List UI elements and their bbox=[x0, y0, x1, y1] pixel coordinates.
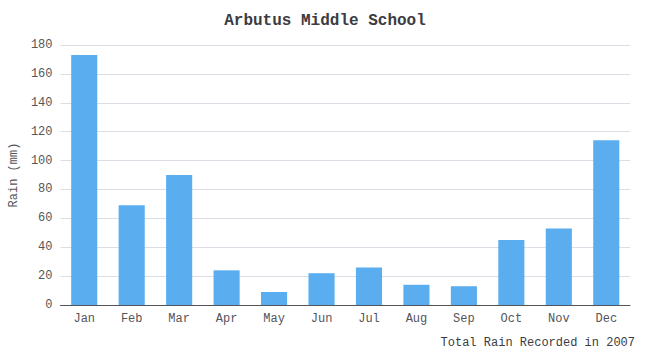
svg-text:Feb: Feb bbox=[121, 312, 143, 326]
svg-text:Arbutus Middle School: Arbutus Middle School bbox=[224, 12, 426, 30]
svg-text:Rain (mm): Rain (mm) bbox=[7, 143, 21, 208]
svg-text:Nov: Nov bbox=[548, 312, 570, 326]
svg-text:180: 180 bbox=[31, 38, 53, 52]
svg-text:20: 20 bbox=[38, 269, 52, 283]
svg-text:120: 120 bbox=[31, 125, 53, 139]
svg-text:Dec: Dec bbox=[595, 312, 617, 326]
svg-text:Oct: Oct bbox=[501, 312, 523, 326]
svg-text:40: 40 bbox=[38, 240, 52, 254]
svg-text:60: 60 bbox=[38, 211, 52, 225]
svg-text:80: 80 bbox=[38, 182, 52, 196]
svg-text:Jan: Jan bbox=[73, 312, 95, 326]
svg-text:100: 100 bbox=[31, 154, 53, 168]
svg-text:Apr: Apr bbox=[216, 312, 238, 326]
svg-text:Aug: Aug bbox=[406, 312, 428, 326]
svg-text:Sep: Sep bbox=[453, 312, 475, 326]
svg-text:0: 0 bbox=[45, 298, 52, 312]
svg-text:Jul: Jul bbox=[358, 312, 380, 326]
svg-text:140: 140 bbox=[31, 96, 53, 110]
svg-text:160: 160 bbox=[31, 67, 53, 81]
svg-text:May: May bbox=[263, 312, 285, 326]
svg-text:Mar: Mar bbox=[168, 312, 190, 326]
svg-text:Jun: Jun bbox=[311, 312, 333, 326]
svg-text:Total Rain Recorded in 2007: Total Rain Recorded in 2007 bbox=[441, 336, 635, 350]
